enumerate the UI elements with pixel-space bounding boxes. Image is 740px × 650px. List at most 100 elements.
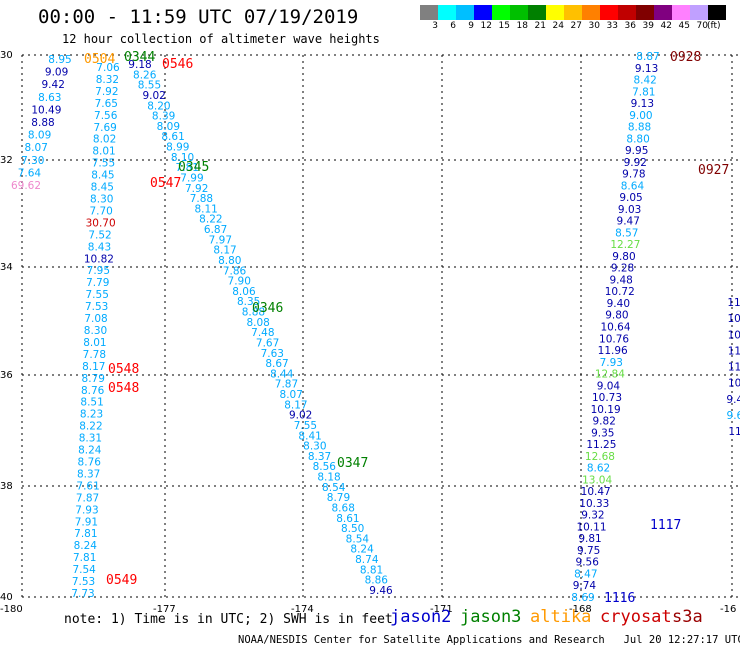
- wave-height-value: 10: [728, 329, 740, 341]
- wave-height-value: 10.73: [592, 392, 622, 404]
- color-scale-label: 30: [588, 21, 600, 31]
- wave-height-value: 8.06: [232, 286, 256, 298]
- wave-height-value: 8.64: [621, 180, 645, 192]
- wave-height-value: 8.31: [79, 433, 102, 445]
- wave-height-value: 9.74: [573, 580, 597, 592]
- wave-height-value: 9.13: [631, 98, 654, 110]
- wave-height-value: 9.6: [727, 410, 740, 422]
- map-grid: [21, 54, 738, 598]
- wave-height-value: 8.88: [242, 307, 265, 319]
- wave-height-value: 9.47: [617, 216, 640, 228]
- wave-height-value: 8.95: [48, 54, 71, 66]
- pass-time-label: 0504: [84, 52, 115, 67]
- wave-height-value: 8.88: [31, 117, 54, 129]
- wave-height-value: 8.61: [161, 131, 184, 143]
- wave-height-value: 9.09: [45, 67, 68, 79]
- wave-height-value: 7.64: [18, 167, 42, 179]
- wave-height-value: 8.07: [25, 142, 48, 154]
- pass-time-label: 0546: [162, 57, 193, 72]
- wave-height-value: 7.54: [72, 564, 96, 576]
- pass-time-label: 0548: [108, 362, 139, 377]
- wave-height-value: 8.30: [90, 194, 113, 206]
- wave-height-value: 8.74: [355, 554, 379, 566]
- wave-height-value: 11: [728, 362, 740, 374]
- wave-height-value: 8.20: [147, 100, 170, 112]
- lon-tick-label: -177: [153, 604, 176, 615]
- pass-time-label: 0928: [670, 50, 701, 65]
- wave-height-value: 8.45: [91, 182, 114, 194]
- color-scale-swatch: [564, 5, 582, 20]
- color-scale-swatch: [600, 5, 618, 20]
- wave-height-value: 8.11: [194, 203, 217, 215]
- color-scale-swatch: [420, 5, 438, 20]
- legend-item-altika: altika: [530, 607, 592, 627]
- color-scale-label: 39: [642, 21, 654, 31]
- wave-height-value: 8.18: [317, 472, 340, 484]
- wave-height-value: 7.55: [86, 289, 109, 301]
- lon-tick-label: -174: [291, 604, 314, 615]
- wave-height-value: 7.52: [88, 229, 111, 241]
- footer-credit: NOAA/NESDIS Center for Satellite Applica…: [238, 634, 740, 646]
- wave-height-value: 9.48: [609, 274, 632, 286]
- wave-height-value: 10.11: [576, 521, 606, 533]
- wave-height-value: 12.68: [585, 451, 615, 463]
- pass-time-label: 1116: [604, 591, 635, 606]
- wave-height-value: 7.81: [73, 552, 96, 564]
- wave-height-value: 10.64: [600, 322, 630, 334]
- pass-time-label: 0347: [337, 456, 368, 471]
- wave-height-value: 8.17: [284, 399, 307, 411]
- wave-height-value: 8.17: [213, 245, 236, 257]
- wave-height-value: 11.25: [586, 439, 616, 451]
- pass-time-label: 0345: [178, 160, 209, 175]
- wave-height-value: 8.67: [265, 358, 288, 370]
- wave-height-value: 7.48: [251, 327, 274, 339]
- wave-height-value: 8.17: [82, 361, 105, 373]
- wave-height-value: 7.81: [632, 86, 655, 98]
- color-scale-swatch: [492, 5, 510, 20]
- wave-height-value: 9.46: [369, 585, 393, 597]
- wave-height-value: 7.70: [89, 205, 112, 217]
- color-scale-label: 24: [552, 21, 564, 31]
- wave-height-value: 7.81: [74, 528, 97, 540]
- wave-height-value: 7.06: [96, 62, 120, 74]
- wave-height-value: 8.42: [633, 75, 656, 87]
- wave-height-value: 8.76: [78, 457, 102, 469]
- wave-height-value: 9.78: [622, 169, 645, 181]
- wave-height-value: 8.54: [322, 482, 346, 494]
- wave-height-value: 9.56: [576, 557, 600, 569]
- wave-height-value: 8.32: [96, 74, 119, 86]
- lat-tick-label: 36: [0, 370, 13, 381]
- wave-height-value: 8.41: [298, 430, 321, 442]
- wave-height-value: 9.05: [619, 192, 642, 204]
- wave-height-value: 9.80: [612, 251, 635, 263]
- color-scale-swatch: [528, 5, 546, 20]
- wave-height-value: 8.35: [237, 296, 260, 308]
- wave-height-value: 8.30: [84, 325, 107, 337]
- wave-height-value: 8.24: [78, 445, 102, 457]
- wave-height-value: 8.80: [626, 133, 649, 145]
- wave-height-value: 9.04: [597, 380, 621, 392]
- wave-height-value: 8.09: [157, 121, 180, 133]
- color-scale-label: 33: [606, 21, 618, 31]
- wave-height-value: 8.63: [38, 92, 61, 104]
- wave-height-value: 8.76: [81, 385, 105, 397]
- lat-tick-label: 30: [0, 50, 13, 61]
- wave-height-value: 8.01: [83, 337, 106, 349]
- wave-height-value: 8.86: [365, 575, 389, 587]
- color-scale-swatch: [618, 5, 636, 20]
- color-scale-label: 9: [468, 21, 474, 31]
- wave-height-value: 8.02: [93, 134, 116, 146]
- wave-height-value: 7.63: [261, 348, 284, 360]
- color-scale-swatch: [510, 5, 528, 20]
- wave-height-value: 9.03: [618, 204, 641, 216]
- color-scale-label: 36: [624, 21, 636, 31]
- pass-time-label: 0549: [106, 573, 137, 588]
- wave-height-value: 7.99: [180, 172, 203, 184]
- wave-height-value: 8.81: [360, 564, 383, 576]
- color-scale-label: 6: [450, 21, 456, 31]
- wave-height-value: 8.45: [91, 170, 114, 182]
- pass-time-label: 0927: [698, 163, 729, 178]
- color-scale-swatch: [456, 5, 474, 20]
- wave-height-value: 8.10: [171, 152, 194, 164]
